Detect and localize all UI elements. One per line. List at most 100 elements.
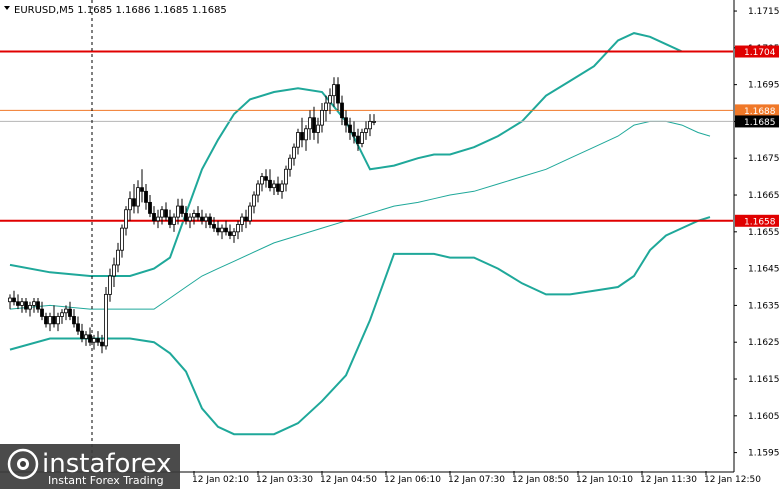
candle [180,198,184,218]
candle [24,298,28,313]
candle-body [204,216,208,222]
candle-body [140,187,144,192]
candle-body [260,176,264,185]
candle [296,128,300,155]
ask-price-tag-box [735,104,779,117]
candle [136,180,140,214]
candle [172,213,176,232]
candle-body [248,205,252,222]
price-tick-label: 1.1655 [748,228,780,238]
candle-body [288,157,292,170]
candle [192,209,196,225]
candle [280,180,284,199]
candle-body [196,213,200,218]
candle-body [236,224,240,233]
candle-body [180,205,184,214]
candle-body [280,183,284,192]
candle [140,169,144,203]
candle-body [156,216,160,222]
candle-body [224,227,228,233]
candle-body [40,308,44,317]
candle [28,301,32,317]
time-tick-label: 12 Jan 12:50 [704,475,761,485]
candle [288,154,292,177]
candle-body [276,183,280,192]
candle [304,125,308,151]
candle [48,312,52,332]
price-tick-label: 1.1635 [748,301,780,311]
candle-body [68,308,72,317]
candle-body [188,216,192,222]
candle-body [132,198,136,207]
symbol-menu-arrow-icon[interactable] [4,6,10,10]
candle [84,331,88,346]
time-tick-label: 12 Jan 06:10 [384,475,441,485]
time-tick-label: 12 Jan 04:50 [320,475,377,485]
candle [216,220,220,236]
candle-body [104,293,108,347]
candle-body [80,330,84,339]
candle-body [28,305,32,310]
candle [248,202,252,225]
candle [284,165,288,192]
candle-body [228,231,232,236]
bollinger-middle-line [9,120,711,310]
candle-body [284,168,288,185]
candle [372,114,376,126]
candle [268,169,272,192]
time-tick-label: 12 Jan 11:30 [640,475,697,485]
candle-body [112,264,116,277]
time-tick-label: 12 Jan 10:10 [576,475,633,485]
candle-body [200,216,204,222]
candle-body [240,216,244,225]
chart-header-label: EURUSD,M5 1.1685 1.1686 1.1685 1.1685 [14,5,227,16]
candle [184,206,188,225]
time-tick-label: 12 Jan 08:50 [512,475,569,485]
candle [308,110,312,140]
candle [212,217,216,232]
candle [196,206,200,221]
candle [44,312,48,328]
candle-body [136,187,140,207]
candle [144,183,148,210]
candle-body [148,201,152,214]
candle [272,180,276,196]
candle [236,220,240,240]
candle-body [296,132,300,148]
candle [368,114,372,137]
candle-body [120,227,124,251]
price-tick-label: 1.1625 [748,338,780,348]
candle-body [64,308,68,314]
candle [176,198,180,225]
candle [352,121,356,144]
candle-body [364,128,368,133]
candle-body [128,198,132,211]
candle [52,305,56,328]
candle-body [172,216,176,225]
candle [76,316,80,335]
candle [204,213,208,229]
candle-body [264,176,268,181]
candle [12,290,16,306]
candle [200,209,204,225]
logo-tagline: Instant Forex Trading [48,474,164,487]
candle-body [164,209,168,218]
candle-body [96,338,100,343]
candle [132,183,136,214]
candle [220,224,224,240]
candle-body [292,146,296,159]
candle [164,202,168,221]
candle-body [72,316,76,325]
candle-body [144,190,148,203]
candle [128,191,132,221]
candle [360,128,364,148]
candle-body [32,301,36,306]
candle-body [176,205,180,218]
candle-body [60,312,64,317]
candle-body [300,132,304,141]
support-level-tag-label: 1.1658 [744,217,776,227]
candle-body [316,124,320,133]
